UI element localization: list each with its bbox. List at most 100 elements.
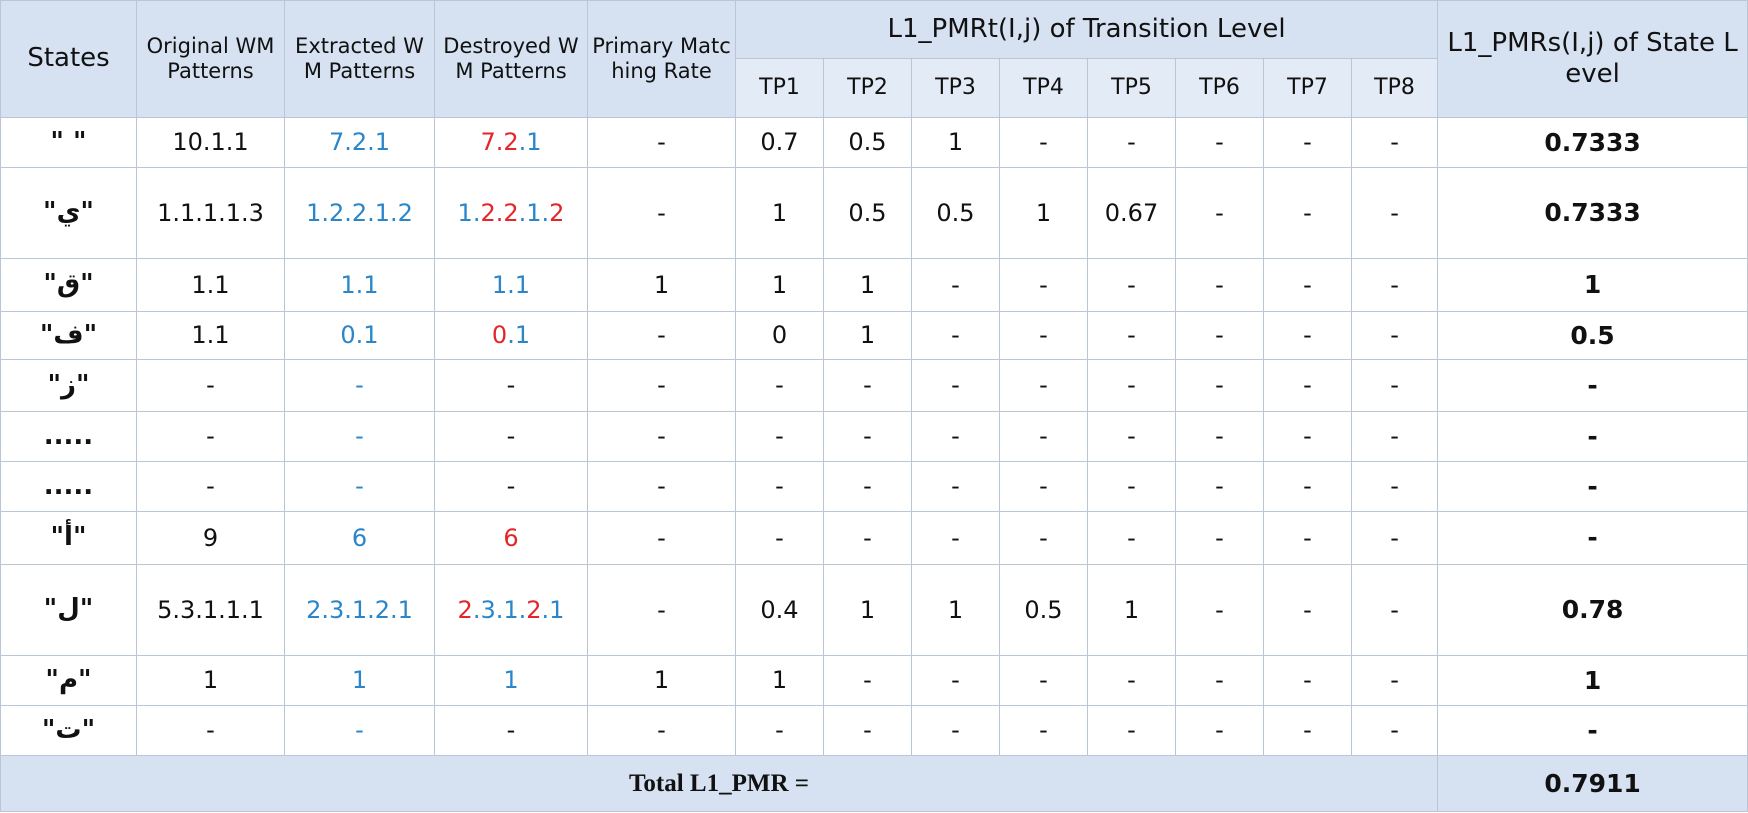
header-row: States Original WM Patterns Extracted WM… — [0, 0, 1748, 118]
tp-cell: - — [1087, 117, 1176, 168]
pattern-segment: 1. — [457, 198, 481, 227]
tp-cell: - — [1087, 359, 1176, 412]
primary-cell: - — [587, 411, 736, 462]
pattern-segment: 0 — [491, 321, 508, 350]
extracted-cell: 2.3.1.2.1 — [284, 564, 435, 656]
original-cell: 9 — [136, 511, 285, 565]
header-cell: States — [0, 0, 137, 118]
pattern-segment: 1.1 — [491, 270, 531, 299]
pmrs-cell: - — [1437, 461, 1748, 512]
state-cell: "ز" — [0, 359, 137, 412]
pattern-segment: - — [506, 472, 516, 501]
destroyed-cell: 1.2.2.1.2 — [434, 167, 588, 259]
header-cell: L1_PMRs(I,j) of State Level — [1437, 0, 1748, 118]
tp-cell: - — [1263, 655, 1352, 706]
pattern-segment: 7.2 — [480, 128, 519, 157]
header-cell: TP1 — [735, 58, 824, 118]
tp-cell: - — [911, 655, 1000, 706]
tp-cell: 1 — [911, 117, 1000, 168]
header-cell: TP4 — [999, 58, 1088, 118]
destroyed-cell: 7.2.1 — [434, 117, 588, 168]
tp-cell: - — [1350, 117, 1439, 168]
tp-cell: - — [1175, 511, 1264, 565]
tp-cell: - — [1350, 258, 1439, 312]
tp-cell: - — [823, 705, 912, 756]
tp-cell: - — [1263, 311, 1352, 360]
table-row: "ز" - - - - - - - - - - - - - — [0, 359, 1748, 412]
header-cell: TP2 — [823, 58, 912, 118]
tp-cell: 1 — [823, 258, 912, 312]
tp-cell: - — [1350, 311, 1439, 360]
extracted-cell: 1.1 — [284, 258, 435, 312]
header-cell: Original WM Patterns — [136, 0, 285, 118]
tp-cell: 0.4 — [735, 564, 824, 656]
pattern-segment: .1 — [507, 321, 531, 350]
tp-cell: - — [1087, 461, 1176, 512]
tp-cell: - — [1263, 705, 1352, 756]
tp-cell: - — [1175, 705, 1264, 756]
tp-cell: - — [999, 411, 1088, 462]
original-cell: 5.3.1.1.1 — [136, 564, 285, 656]
destroyed-cell: 2.3.1.2.1 — [434, 564, 588, 656]
extracted-cell: 6 — [284, 511, 435, 565]
tp-cell: - — [1263, 411, 1352, 462]
extracted-cell: - — [284, 705, 435, 756]
tp-cell: - — [1350, 359, 1439, 412]
pattern-segment: 2 — [526, 595, 542, 624]
destroyed-cell: - — [434, 461, 588, 512]
tp-cell: - — [1263, 117, 1352, 168]
table-row: "ل" 5.3.1.1.1 2.3.1.2.1 2.3.1.2.1-0.4 1 1 0.5 1… — [0, 564, 1748, 656]
tp-cell: - — [911, 461, 1000, 512]
state-cell: "أ" — [0, 511, 137, 565]
pattern-segment: - — [506, 371, 516, 400]
tp-cell: - — [1175, 359, 1264, 412]
primary-cell: - — [587, 705, 736, 756]
pattern-segment: .1. — [518, 198, 550, 227]
state-cell: ..... — [0, 411, 137, 462]
destroyed-cell: - — [434, 411, 588, 462]
primary-cell: - — [587, 311, 736, 360]
tp-cell: - — [735, 359, 824, 412]
tp-cell: 0.5 — [911, 167, 1000, 259]
header-cell: TP3 — [911, 58, 1000, 118]
tp-cell: - — [999, 655, 1088, 706]
tp-cell: - — [1087, 258, 1176, 312]
tp-cell: 0 — [735, 311, 824, 360]
original-cell: - — [136, 705, 285, 756]
primary-cell: - — [587, 117, 736, 168]
tp-cell: 1 — [911, 564, 1000, 656]
pattern-segment: 2 — [457, 595, 473, 624]
table-body: " " 10.1.1 7.2.1 7.2.1-0.7 0.5 1- - - - -0.7333 "ي… — [0, 117, 1748, 812]
pmrs-cell: - — [1437, 705, 1748, 756]
tp-cell: 0.67 — [1087, 167, 1176, 259]
header-cell: Extracted WM Patterns — [284, 0, 435, 118]
original-cell: 1.1 — [136, 311, 285, 360]
tp-cell: - — [999, 705, 1088, 756]
tp-cell: 1 — [823, 564, 912, 656]
destroyed-cell: 6 — [434, 511, 588, 565]
tp-cell: - — [911, 411, 1000, 462]
tp-cell: - — [999, 311, 1088, 360]
tp-cell: - — [1263, 461, 1352, 512]
original-cell: 10.1.1 — [136, 117, 285, 168]
tp-cell: - — [1263, 511, 1352, 565]
table-row: "أ" 9 6 6- - - - - - - - - - — [0, 511, 1748, 565]
primary-cell: - — [587, 564, 736, 656]
pattern-segment: .1 — [541, 595, 565, 624]
tp-cell: - — [823, 359, 912, 412]
header-cell: TP5 — [1087, 58, 1176, 118]
tp-cell: - — [911, 705, 1000, 756]
tp-cell: - — [1175, 564, 1264, 656]
tp-cell: - — [735, 511, 824, 565]
pattern-segment: 2.2 — [480, 198, 519, 227]
tp-cell: - — [1350, 655, 1439, 706]
destroyed-cell: 1 — [434, 655, 588, 706]
pmrs-cell: 1 — [1437, 655, 1748, 706]
extracted-cell: - — [284, 359, 435, 412]
state-cell: "ي" — [0, 167, 137, 259]
tp-cell: 1 — [735, 258, 824, 312]
pmrs-cell: 0.5 — [1437, 311, 1748, 360]
tp-cell: - — [1175, 167, 1264, 259]
pattern-segment: - — [506, 422, 516, 451]
